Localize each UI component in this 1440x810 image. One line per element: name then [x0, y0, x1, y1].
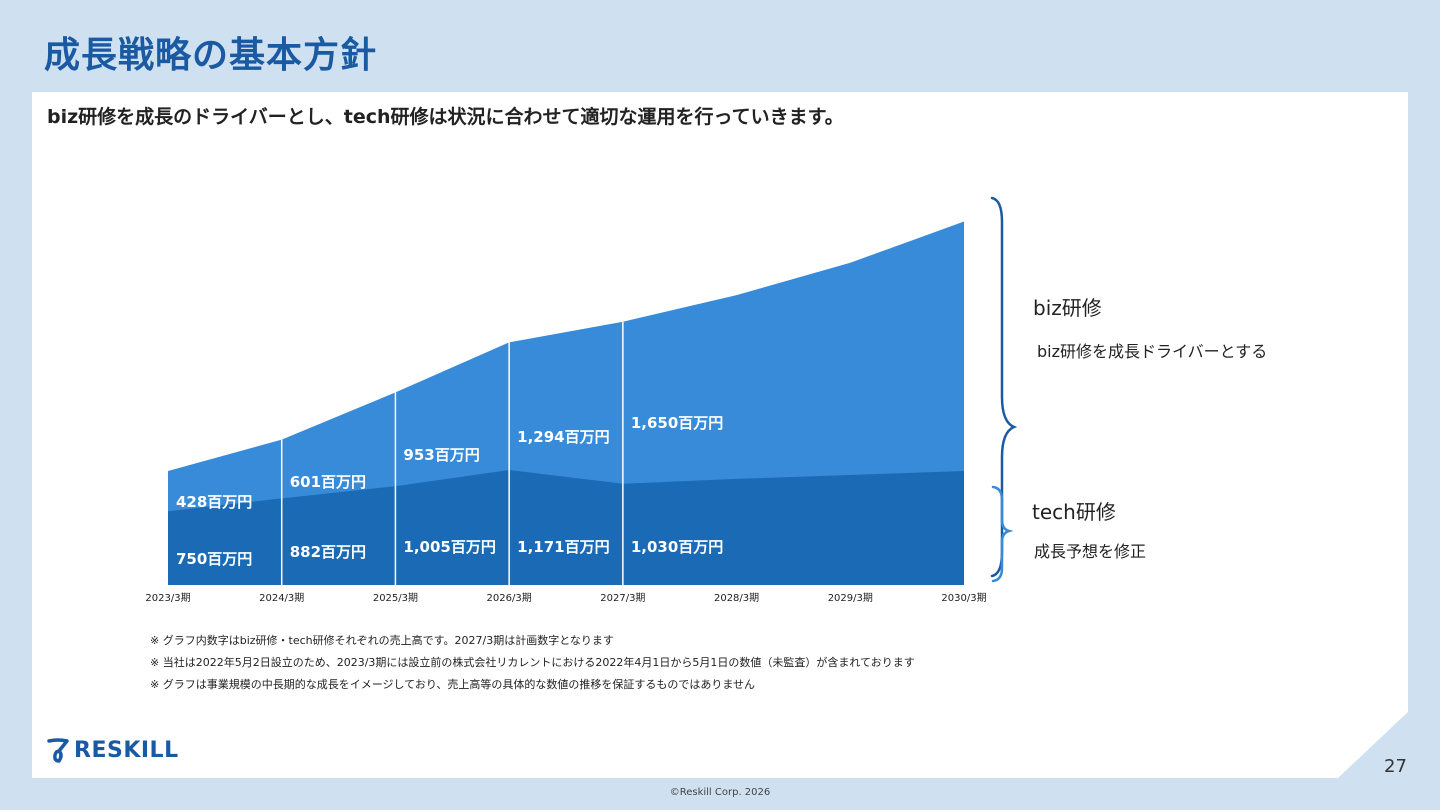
x-tick-label: 2030/3期 — [941, 592, 986, 604]
biz-value-label: 953百万円 — [403, 446, 479, 464]
footnote: ※ 当社は2022年5月2日設立のため、2023/3期には設立前の株式会社リカレ… — [150, 656, 915, 669]
copyright: ©Reskill Corp. 2026 — [669, 787, 771, 798]
reskill-logo-icon — [47, 738, 69, 763]
biz-value-label: 601百万円 — [290, 473, 366, 491]
tech-value-label: 1,030百万円 — [631, 538, 723, 556]
tech-area — [168, 469, 964, 585]
tech-value-label: 1,171百万円 — [517, 538, 609, 556]
growth-area-chart: 2023/3期 2024/3期 2025/3期 2026/3期 2027/3期 2028/… — [145, 221, 987, 604]
tech-legend-title: tech研修 — [1032, 500, 1116, 524]
biz-value-label: 1,650百万円 — [631, 414, 723, 432]
slide-subtitle: biz研修を成長のドライバーとし、tech研修は状況に合わせて適切な運用を行って… — [47, 106, 844, 128]
tech-bracket — [994, 587, 1002, 592]
logo-text: RESKILL — [74, 737, 179, 763]
reskill-logo: RESKILL — [46, 737, 179, 763]
footnotes: ※ グラフ内数字はbiz研修・tech研修それぞれの売上高です。2027/3期は… — [150, 630, 915, 696]
x-tick-label: 2027/3期 — [600, 592, 645, 604]
tech-value-label: 750百万円 — [176, 550, 252, 568]
x-tick-label: 2026/3期 — [487, 592, 532, 604]
biz-value-label: 1,294百万円 — [517, 428, 609, 446]
x-tick-label: 2028/3期 — [714, 592, 759, 604]
x-tick-label: 2023/3期 — [145, 592, 190, 604]
content-panel: biz研修を成長のドライバーとし、tech研修は状況に合わせて適切な運用を行って… — [32, 92, 1408, 778]
biz-legend-desc: biz研修を成長ドライバーとする — [1037, 342, 1268, 361]
x-tick-label: 2029/3期 — [828, 592, 873, 604]
tech-bracket-shape — [991, 485, 1014, 583]
tech-legend-desc: 成長予想を修正 — [1034, 542, 1147, 561]
page-number: 27 — [1384, 756, 1407, 777]
x-tick-label: 2024/3期 — [259, 592, 304, 604]
tech-value-label: 882百万円 — [290, 543, 366, 561]
biz-legend-title: biz研修 — [1033, 296, 1102, 320]
page-title: 成長戦略の基本方針 — [44, 35, 378, 76]
biz-value-label: 428百万円 — [176, 493, 252, 511]
tech-value-label: 1,005百万円 — [403, 538, 495, 556]
footnote: ※ グラフ内数字はbiz研修・tech研修それぞれの売上高です。2027/3期は… — [150, 634, 614, 647]
footnote: ※ グラフは事業規模の中長期的な成長をイメージしており、売上高等の具体的な数値の… — [150, 678, 756, 691]
x-tick-label: 2025/3期 — [373, 592, 418, 604]
